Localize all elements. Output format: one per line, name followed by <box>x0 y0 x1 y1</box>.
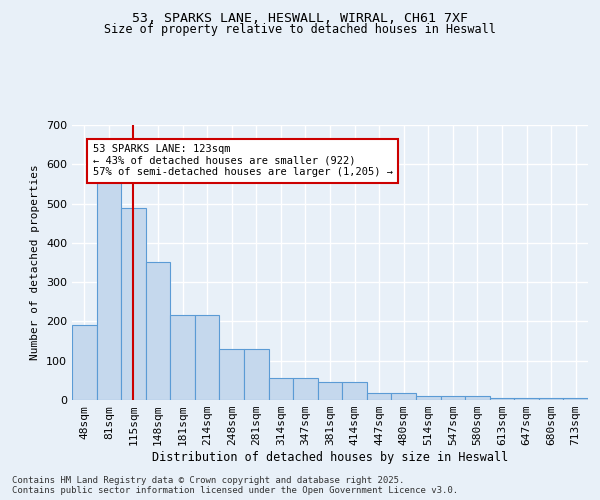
Bar <box>342 382 367 400</box>
Bar <box>170 315 195 400</box>
Bar <box>514 398 539 400</box>
Bar <box>416 396 440 400</box>
Bar <box>146 262 170 400</box>
Bar <box>318 382 342 400</box>
X-axis label: Distribution of detached houses by size in Heswall: Distribution of detached houses by size … <box>152 451 508 464</box>
Bar <box>490 398 514 400</box>
Text: 53, SPARKS LANE, HESWALL, WIRRAL, CH61 7XF: 53, SPARKS LANE, HESWALL, WIRRAL, CH61 7… <box>132 12 468 26</box>
Bar <box>220 349 244 400</box>
Bar <box>293 378 318 400</box>
Text: Size of property relative to detached houses in Heswall: Size of property relative to detached ho… <box>104 22 496 36</box>
Bar <box>97 170 121 400</box>
Bar <box>391 392 416 400</box>
Bar <box>539 398 563 400</box>
Bar <box>244 349 269 400</box>
Bar <box>367 392 391 400</box>
Bar <box>72 324 97 400</box>
Bar <box>563 398 588 400</box>
Bar <box>465 396 490 400</box>
Text: 53 SPARKS LANE: 123sqm
← 43% of detached houses are smaller (922)
57% of semi-de: 53 SPARKS LANE: 123sqm ← 43% of detached… <box>92 144 392 178</box>
Bar <box>440 396 465 400</box>
Text: Contains HM Land Registry data © Crown copyright and database right 2025.
Contai: Contains HM Land Registry data © Crown c… <box>12 476 458 495</box>
Bar <box>121 208 146 400</box>
Bar <box>195 315 220 400</box>
Y-axis label: Number of detached properties: Number of detached properties <box>31 164 40 360</box>
Bar <box>269 378 293 400</box>
